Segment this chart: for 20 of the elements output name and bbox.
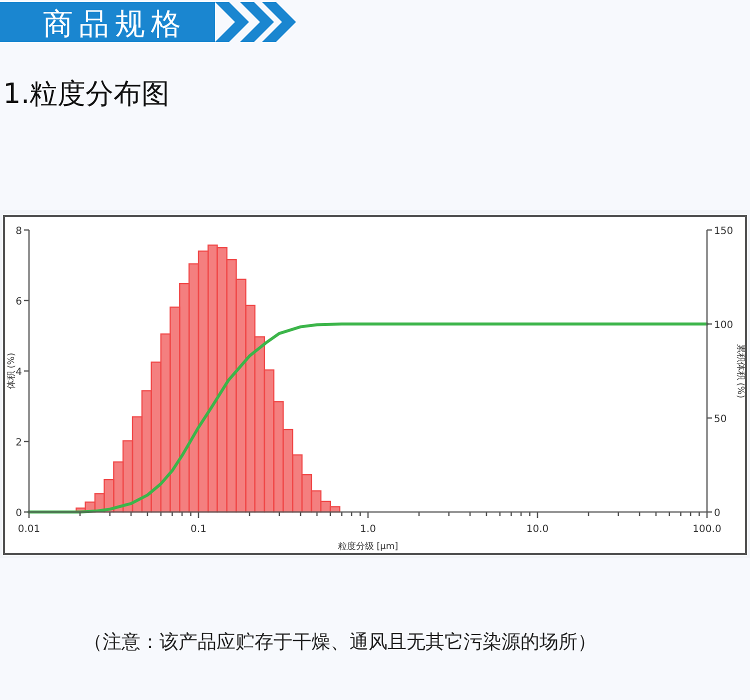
- x-tick-label: 0.1: [190, 524, 206, 535]
- y-tick-label: 8: [16, 226, 22, 237]
- y-tick-label: 6: [16, 296, 22, 308]
- y-axis-title: 体积 (%): [6, 352, 17, 390]
- y-tick-label: 2: [16, 438, 22, 448]
- chart-subtitle: 1.粒度分布图: [3, 77, 170, 110]
- x-tick-label: 100.0: [692, 524, 722, 535]
- y2-tick-label: 100: [714, 320, 734, 331]
- chart-title: 商品规格: [43, 7, 187, 42]
- y-tick-label: 4: [16, 367, 22, 378]
- y-tick-label: 0: [16, 508, 22, 519]
- x-axis-title: 粒度分级 [μm]: [338, 541, 398, 552]
- y2-tick-label: 50: [714, 414, 727, 425]
- x-tick-label: 0.01: [18, 524, 40, 535]
- y2-axis-title: 累积体积 (%): [735, 344, 746, 398]
- y2-tick-label: 0: [714, 508, 720, 519]
- text: （注意：该产品应贮存于干燥、通风且无其它污染源的场所）: [84, 631, 596, 653]
- x-tick-label: 10.0: [526, 524, 549, 535]
- y2-tick-label: 150: [714, 226, 734, 237]
- x-tick-label: 1.0: [360, 524, 376, 535]
